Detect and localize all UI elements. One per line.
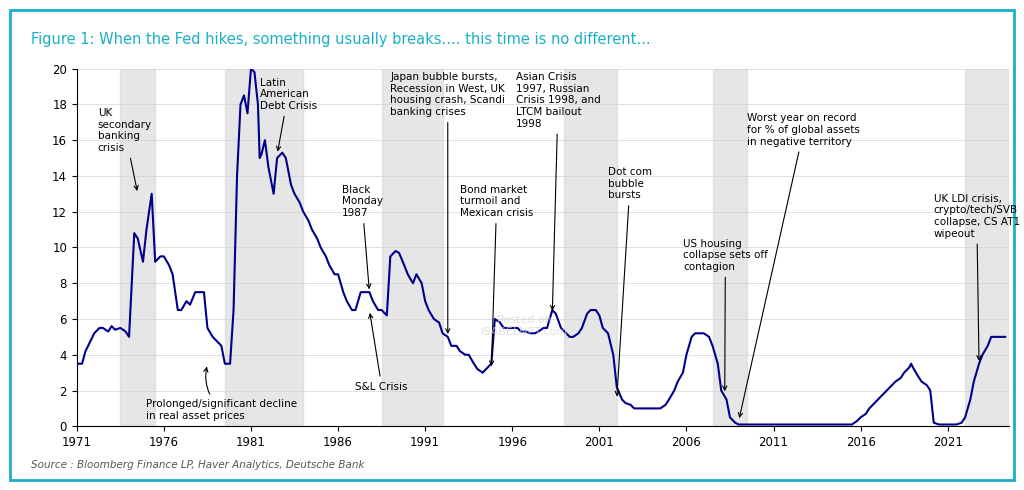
Text: Posted on
ISABELNET.com: Posted on ISABELNET.com [480,316,567,337]
Text: UK
secondary
banking
crisis: UK secondary banking crisis [97,108,152,190]
Text: Latin
American
Debt Crisis: Latin American Debt Crisis [260,77,316,150]
Bar [713,69,748,426]
Text: UK LDI crisis,
crypto/tech/SVB
collapse, CS AT1
wipeout: UK LDI crisis, crypto/tech/SVB collapse,… [934,194,1020,360]
Bar [564,69,616,426]
Text: Japan bubble bursts,
Recession in West, UK
housing crash, Scandi
banking crises: Japan bubble bursts, Recession in West, … [390,72,505,333]
Text: Dot com
bubble
bursts: Dot com bubble bursts [608,167,652,395]
Text: Source : Bloomberg Finance LP, Haver Analytics, Deutsche Bank: Source : Bloomberg Finance LP, Haver Ana… [31,461,365,470]
Text: Figure 1: When the Fed hikes, something usually breaks.... this time is no diffe: Figure 1: When the Fed hikes, something … [31,32,650,47]
Text: US housing
collapse sets off
contagion: US housing collapse sets off contagion [683,239,768,390]
Text: Prolonged/significant decline
in real asset prices: Prolonged/significant decline in real as… [146,368,298,421]
Text: Black
Monday
1987: Black Monday 1987 [342,185,383,288]
Bar [382,69,442,426]
Text: Worst year on record
for % of global assets
in negative territory: Worst year on record for % of global ass… [738,113,860,417]
Text: Bond market
turmoil and
Mexican crisis: Bond market turmoil and Mexican crisis [460,185,534,365]
Bar [965,69,1009,426]
Bar [225,69,303,426]
Text: Asian Crisis
1997, Russian
Crisis 1998, and
LTCM bailout
1998: Asian Crisis 1997, Russian Crisis 1998, … [516,72,600,310]
Bar [121,69,156,426]
Text: S&L Crisis: S&L Crisis [355,314,408,392]
